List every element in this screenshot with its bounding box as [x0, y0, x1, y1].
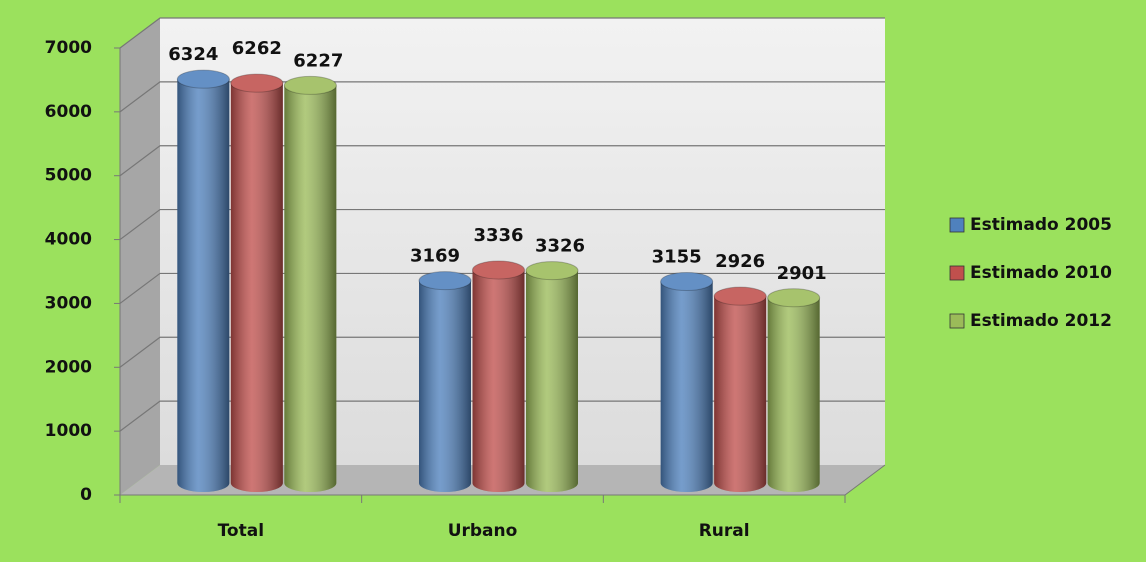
data-label: 6324: [168, 44, 218, 65]
bar-top: [525, 261, 579, 281]
bar-shade: [177, 79, 230, 493]
data-label: 3326: [535, 236, 585, 257]
grid-line: [119, 272, 885, 304]
data-label: 6262: [232, 38, 282, 59]
bar-shade: [230, 83, 283, 492]
bar-top-shade: [230, 74, 283, 93]
grid-line: [119, 81, 885, 113]
bar-top-shade: [714, 287, 767, 306]
y-tick-label: 6000: [45, 102, 92, 122]
bar-top-shade: [177, 70, 230, 89]
data-label: 3336: [473, 225, 523, 246]
bar-shade: [526, 270, 578, 492]
y-tick-label: 4000: [45, 230, 92, 250]
bar-top: [230, 73, 284, 93]
legend-swatch: [949, 217, 965, 233]
bar-top: [713, 286, 767, 306]
bar-top-shade: [419, 271, 471, 290]
legend-label: Estimado 2005: [970, 215, 1112, 235]
bar-top-shade: [660, 272, 713, 291]
data-label: 2901: [777, 263, 827, 284]
y-tick-label: 0: [80, 485, 92, 505]
bar-shade: [284, 85, 337, 492]
bar-shade: [714, 296, 767, 492]
bar-top: [283, 75, 337, 95]
bar-shade: [767, 297, 820, 492]
grid-line: [119, 208, 885, 241]
y-tick-label: 2000: [45, 357, 92, 377]
legend-swatch: [949, 265, 965, 281]
legend-label: Estimado 2010: [970, 263, 1112, 283]
bar-shade: [660, 281, 713, 492]
legend-swatch: [949, 313, 965, 329]
bar-top: [472, 260, 525, 280]
floor-edge: [844, 464, 886, 496]
x-tick-label: Total: [218, 521, 264, 541]
y-tick-label: 1000: [45, 421, 92, 441]
bar-shade: [419, 280, 471, 492]
y-tick-label: 5000: [45, 166, 92, 186]
legend-label: Estimado 2012: [970, 311, 1112, 331]
grid-line: [119, 145, 885, 177]
bar-top-shade: [526, 261, 578, 280]
y-tick-label: 7000: [45, 38, 92, 58]
bar-top: [660, 272, 714, 292]
bar-shade: [472, 269, 525, 492]
bar-top-shade: [767, 288, 820, 307]
bar-top-shade: [472, 260, 525, 279]
x-tick-label: Rural: [699, 521, 750, 541]
data-label: 6227: [293, 50, 343, 71]
data-label: 2926: [715, 251, 765, 272]
bar-top: [176, 69, 230, 89]
grid-line: [119, 17, 885, 49]
x-tick-label: Urbano: [448, 521, 518, 541]
y-tick-label: 3000: [45, 293, 92, 313]
grid-line: [119, 336, 885, 368]
bar-top-shade: [284, 76, 337, 95]
data-label: 3155: [652, 247, 702, 268]
side-wall: [120, 18, 160, 495]
bar-top: [418, 271, 472, 291]
data-label: 3169: [410, 246, 460, 267]
grid-line: [119, 400, 885, 432]
bar-top: [767, 288, 821, 308]
